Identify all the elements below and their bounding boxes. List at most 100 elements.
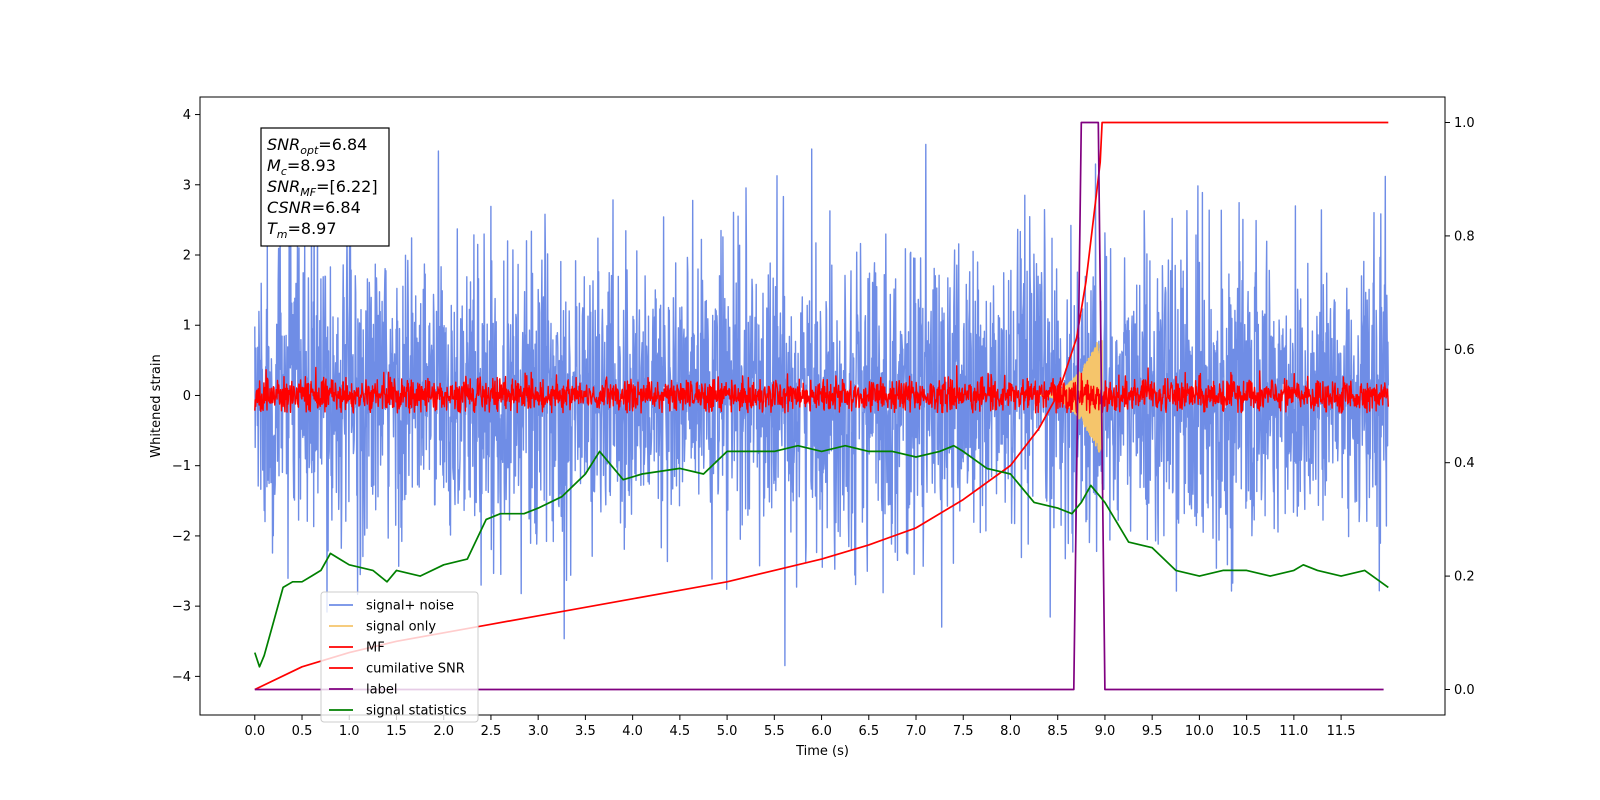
- x-tick: 2.5: [481, 715, 502, 739]
- legend: signal+ noise signal only MF cumilative SNR…: [320, 591, 479, 723]
- x-tick: 3.5: [575, 715, 596, 739]
- x-tick-label: 2.5: [481, 724, 502, 739]
- series-label: [254, 121, 1384, 691]
- x-tick-label: 0.5: [292, 724, 313, 739]
- annotation-line: Tm=8.97: [267, 219, 337, 241]
- y2-tick-label: 0.2: [1454, 570, 1475, 585]
- y-tick: −3: [172, 600, 200, 615]
- x-tick-label: 10.0: [1185, 724, 1214, 739]
- y2-tick: 0.6: [1445, 343, 1475, 358]
- y-tick: 4: [183, 108, 200, 123]
- legend-entry: signal+ noise: [329, 599, 454, 614]
- x-tick: 4.5: [670, 715, 691, 739]
- x-tick-label: 7.0: [906, 724, 927, 739]
- legend-frame: [320, 591, 479, 723]
- x-tick-label: 8.0: [1000, 724, 1021, 739]
- legend-entry: MF: [329, 641, 385, 656]
- y-tick: −2: [172, 529, 200, 544]
- legend-entry: label: [329, 683, 397, 698]
- x-tick-label: 5.5: [764, 724, 785, 739]
- y-tick-label: −4: [172, 670, 191, 685]
- series-mf: [254, 365, 1389, 414]
- x-tick-label: 7.5: [953, 724, 974, 739]
- x-tick-label: 6.5: [858, 724, 879, 739]
- x-tick: 6.5: [858, 715, 879, 739]
- series-cumilative-snr: [254, 121, 1389, 691]
- x-tick: 0.5: [292, 715, 313, 739]
- x-tick: 8.5: [1047, 715, 1068, 739]
- x-tick-label: 10.5: [1232, 724, 1261, 739]
- x-tick-label: 9.5: [1142, 724, 1163, 739]
- x-tick-label: 6.0: [811, 724, 832, 739]
- x-tick-label: 9.0: [1095, 724, 1116, 739]
- y2-tick-label: 0.6: [1454, 343, 1475, 358]
- x-axis-label: Time (s): [795, 744, 849, 759]
- y-tick-label: 1: [183, 319, 191, 334]
- x-tick-label: 11.5: [1327, 724, 1356, 739]
- x-tick-label: 3.0: [528, 724, 549, 739]
- x-tick-label: 2.0: [433, 724, 454, 739]
- legend-label: MF: [366, 641, 385, 656]
- series-signal-statistics: [253, 444, 1389, 668]
- legend-label: label: [366, 683, 397, 698]
- legend-label: cumilative SNR: [366, 662, 465, 677]
- x-tick-label: 1.0: [339, 724, 360, 739]
- y-tick: 0: [183, 389, 200, 404]
- y-tick-label: 0: [183, 389, 191, 404]
- legend-label: signal only: [366, 620, 436, 635]
- y-tick: 1: [183, 319, 200, 334]
- y2-tick: 0.2: [1445, 570, 1475, 585]
- y-tick: −1: [172, 459, 200, 474]
- y2-tick: 0.4: [1445, 456, 1475, 471]
- legend-entry: signal statistics: [329, 704, 467, 719]
- y2-tick-label: 0.8: [1454, 229, 1475, 244]
- annotation-line: SNRMF=[6.22]: [267, 177, 378, 199]
- y2-tick-label: 0.4: [1454, 456, 1475, 471]
- y-axis-label: Whitened strain: [149, 354, 164, 457]
- x-tick: 8.0: [1000, 715, 1021, 739]
- y2-tick-label: 1.0: [1454, 116, 1475, 131]
- legend-entry: signal only: [329, 620, 436, 635]
- legend-entry: cumilative SNR: [329, 662, 465, 677]
- y-tick: 2: [183, 249, 200, 264]
- plot-area: [253, 121, 1389, 691]
- legend-label: signal+ noise: [366, 599, 454, 614]
- y2-tick-label: 0.0: [1454, 683, 1475, 698]
- annotation-frame: [260, 127, 390, 247]
- x-tick: 3.0: [528, 715, 549, 739]
- x-tick: 11.5: [1327, 715, 1356, 739]
- legend-label: signal statistics: [366, 704, 467, 719]
- x-tick: 5.0: [717, 715, 738, 739]
- y-tick-label: −2: [172, 529, 191, 544]
- y-tick-label: −3: [172, 600, 191, 615]
- y2-tick: 1.0: [1445, 116, 1475, 131]
- axes-frame: [199, 96, 1446, 716]
- series-signal-noise: [254, 143, 1389, 667]
- y2-tick: 0.0: [1445, 683, 1475, 698]
- annotation-line: SNRopt=6.84: [267, 135, 367, 157]
- x-tick-label: 11.0: [1279, 724, 1308, 739]
- x-tick-label: 3.5: [575, 724, 596, 739]
- x-tick-label: 1.5: [386, 724, 407, 739]
- x-tick: 10.0: [1185, 715, 1214, 739]
- x-tick-label: 5.0: [717, 724, 738, 739]
- x-tick: 5.5: [764, 715, 785, 739]
- y-tick-label: −1: [172, 459, 191, 474]
- x-tick: 10.5: [1232, 715, 1261, 739]
- x-tick: 6.0: [811, 715, 832, 739]
- annotation-line: CSNR=6.84: [267, 198, 361, 217]
- x-tick-label: 4.5: [670, 724, 691, 739]
- y-tick-label: 3: [183, 178, 191, 193]
- x-tick: 7.0: [906, 715, 927, 739]
- y-tick-label: 4: [183, 108, 191, 123]
- x-tick: 9.0: [1095, 715, 1116, 739]
- y-tick: 3: [183, 178, 200, 193]
- annotation-line: Mc=8.93: [267, 156, 336, 178]
- x-tick: 7.5: [953, 715, 974, 739]
- y2-tick: 0.8: [1445, 229, 1475, 244]
- y-tick-label: 2: [183, 249, 191, 264]
- x-tick-label: 0.0: [244, 724, 265, 739]
- x-tick-label: 4.0: [622, 724, 643, 739]
